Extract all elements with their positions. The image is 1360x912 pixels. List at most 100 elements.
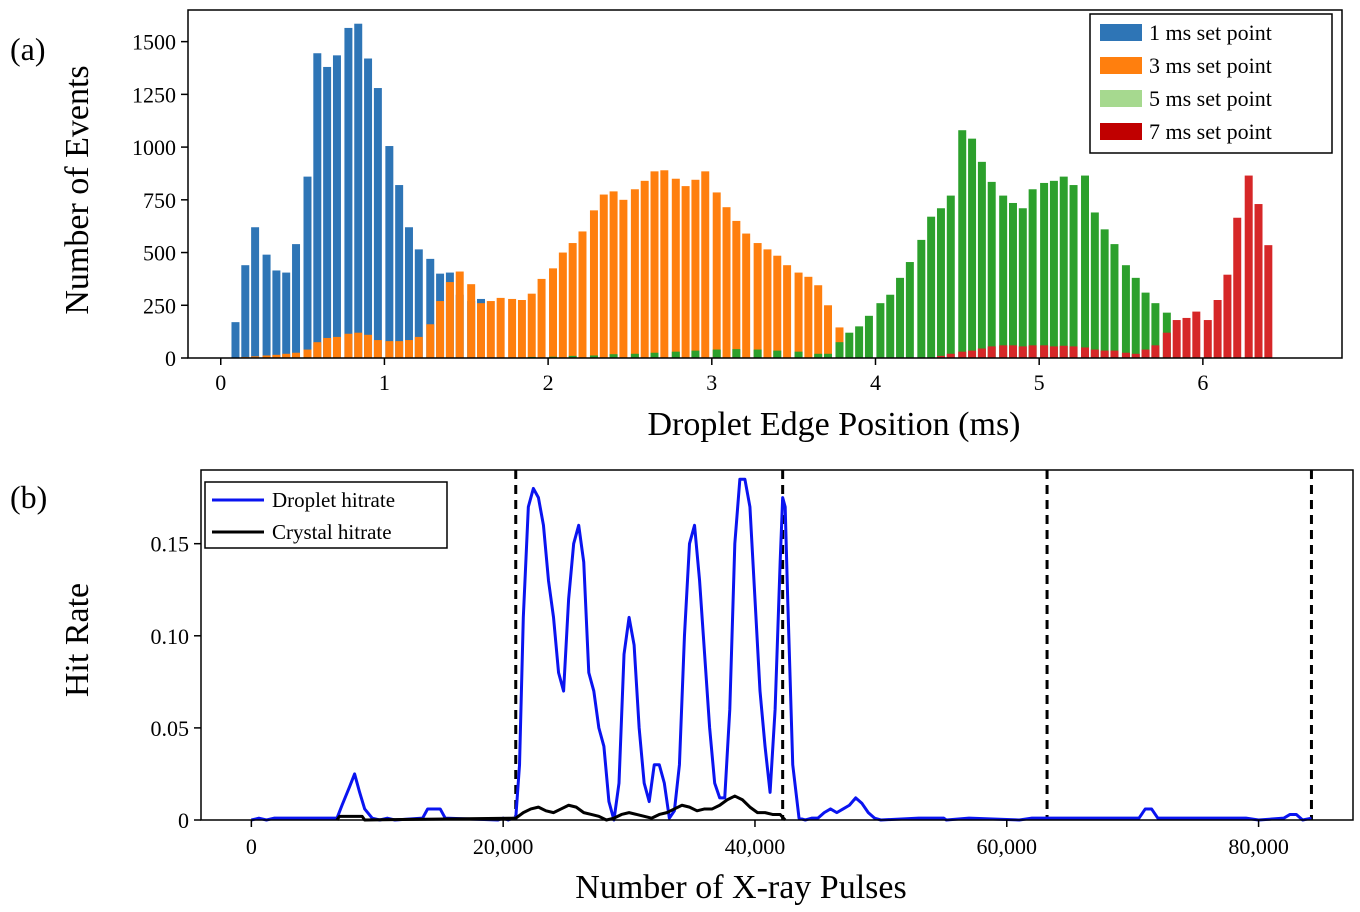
a-xtick-label-1: 1 (379, 370, 390, 395)
bar-1ms-14 (373, 88, 382, 358)
bar-3ms-44 (681, 186, 690, 358)
legend-b-label-1: Crystal hitrate (272, 520, 392, 544)
bar-3ms-28 (517, 300, 526, 358)
bar-3ms-46 (701, 171, 710, 358)
axes-a-ticks: 0 1 2 3 4 5 6 0 250 500 750 1000 1250 1500 (132, 30, 1208, 395)
bar-1ms-2 (251, 227, 260, 358)
bar-7ms-11 (1049, 346, 1058, 358)
bar-5ms-41 (1090, 212, 1099, 358)
bar-3ms-36 (599, 194, 608, 358)
bar-3ms-5 (282, 353, 291, 358)
bar-7ms-13 (1069, 346, 1078, 358)
bar-3ms-7 (303, 349, 312, 358)
bar-5ms-30 (977, 161, 986, 358)
bar-7ms-2 (958, 351, 967, 358)
axes-a-ylabel: Number of Events (59, 65, 96, 314)
bar-3ms-33 (568, 243, 577, 358)
a-xtick-label-0: 0 (215, 370, 226, 395)
bar-5ms-33 (1009, 202, 1017, 358)
bar-3ms-42 (660, 170, 669, 358)
bar-3ms-32 (558, 252, 567, 358)
panel-a-label: (a) (10, 31, 46, 67)
bar-1ms-17 (404, 227, 413, 358)
bar-7ms-14 (1081, 347, 1089, 358)
bar-5ms-42 (1100, 229, 1109, 358)
bar-7ms-31 (1254, 204, 1263, 358)
bar-7ms-26 (1203, 320, 1212, 358)
a-xtick-label-5: 5 (1034, 370, 1045, 395)
bar-5ms-45 (1131, 277, 1140, 358)
bar-5ms-9 (712, 349, 721, 358)
legend-a-swatch-0 (1100, 24, 1142, 41)
b-ytick-label-2: 0.10 (151, 624, 190, 649)
bar-3ms-24 (477, 303, 485, 358)
bar-1ms-3 (262, 254, 271, 358)
bar-1ms-1 (241, 265, 250, 358)
bar-7ms-25 (1192, 311, 1201, 358)
bar-3ms-40 (640, 180, 649, 358)
a-ytick-label-0: 0 (165, 346, 176, 371)
bar-7ms-18 (1121, 352, 1130, 358)
bar-5ms-13 (794, 351, 803, 358)
bar-5ms-14 (814, 353, 823, 358)
bar-3ms-26 (496, 297, 505, 358)
bar-7ms-5 (987, 346, 996, 358)
bar-7ms-29 (1233, 217, 1242, 358)
bar-5ms-28 (958, 130, 967, 358)
bar-7ms-23 (1172, 320, 1181, 358)
bar-3ms-22 (455, 271, 464, 358)
legend-a-swatch-2 (1100, 90, 1142, 107)
bar-3ms-50 (742, 233, 751, 358)
bar-1ms-7 (303, 176, 312, 358)
bar-5ms-23 (905, 262, 914, 358)
a-ytick-label-1: 250 (143, 293, 176, 318)
bar-7ms-10 (1040, 345, 1049, 358)
legend-a-label-2: 5 ms set point (1149, 86, 1272, 111)
bar-3ms-51 (753, 243, 762, 358)
a-ytick-label-6: 1500 (132, 30, 176, 55)
bar-3ms-18 (414, 336, 423, 358)
a-xtick-label-2: 2 (543, 370, 554, 395)
bar-3ms-6 (292, 352, 301, 358)
bar-3ms-3 (262, 355, 271, 358)
bar-7ms-9 (1028, 345, 1037, 358)
bar-3ms-17 (404, 340, 413, 358)
bar-7ms-8 (1018, 346, 1027, 358)
bar-5ms-24 (917, 239, 926, 358)
bar-3ms-34 (578, 231, 587, 358)
panel-b-label: (b) (10, 479, 47, 515)
bar-3ms-2 (251, 356, 260, 358)
bar-7ms-21 (1151, 345, 1160, 358)
bar-1ms-11 (344, 27, 353, 359)
b-xtick-label-0: 0 (246, 834, 257, 859)
axes-b-frame (200, 469, 1354, 821)
bar-3ms-9 (323, 337, 332, 358)
bar-7ms-28 (1223, 274, 1232, 358)
axes-b-xlabel: Number of X-ray Pulses (575, 869, 906, 906)
bar-3ms-16 (395, 341, 404, 358)
bar-3ms-55 (794, 272, 803, 358)
bar-5ms-29 (968, 138, 977, 358)
bar-1ms-12 (354, 23, 363, 359)
bar-3ms-11 (344, 333, 353, 358)
bar-7ms-17 (1110, 350, 1119, 358)
bar-3ms-13 (364, 334, 373, 358)
bar-3ms-56 (804, 276, 813, 358)
legend-a-swatch-3 (1100, 123, 1142, 140)
bar-1ms-18 (414, 249, 423, 358)
bar-3ms-37 (609, 191, 618, 358)
bar-1ms-6 (292, 244, 301, 358)
bar-3ms-49 (732, 220, 741, 358)
legend-b: Droplet hitrate Crystal hitrate (204, 481, 448, 549)
bar-5ms-12 (773, 350, 782, 358)
a-xtick-label-6: 6 (1197, 370, 1208, 395)
a-ytick-label-2: 500 (143, 241, 176, 266)
bar-1ms-10 (332, 55, 341, 358)
bar-5ms-43 (1110, 244, 1119, 358)
bar-3ms-12 (354, 332, 363, 358)
bar-3ms-25 (486, 301, 495, 358)
bar-3ms-45 (691, 179, 700, 358)
bar-3ms-47 (712, 192, 721, 358)
bar-1ms-4 (272, 270, 281, 358)
legend-a: 1 ms set point 3 ms set point 5 ms set poi… (1089, 13, 1333, 154)
